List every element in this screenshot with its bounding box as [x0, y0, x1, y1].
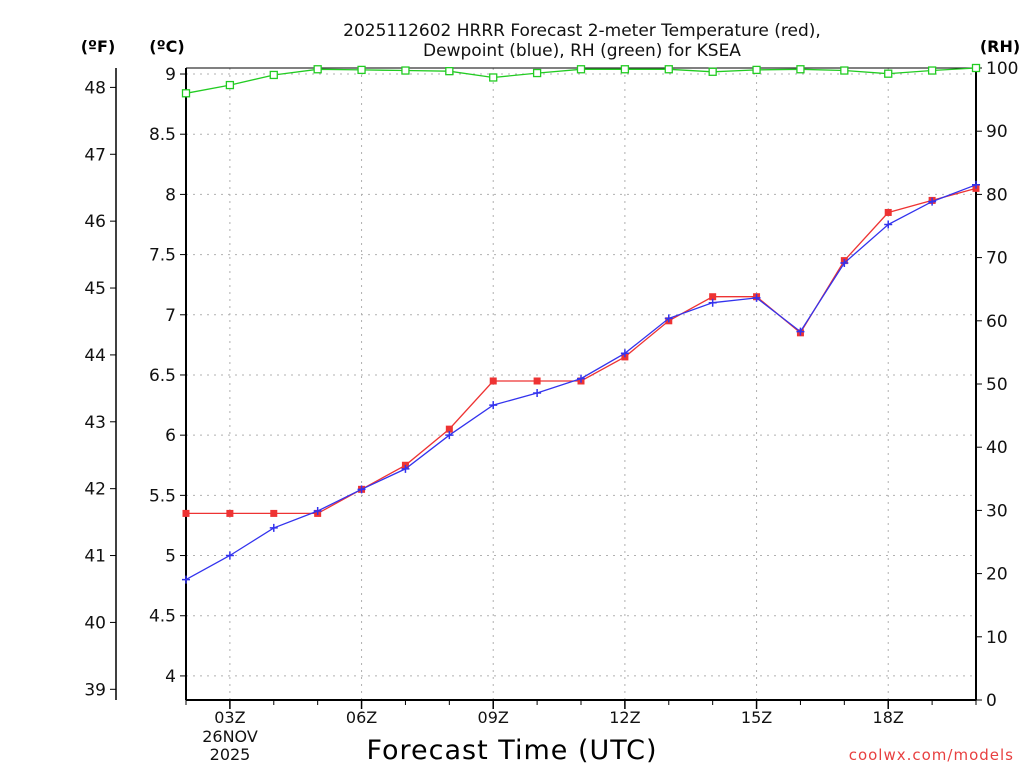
rh-point-2: [269, 70, 278, 80]
temperature-point-0: [182, 509, 190, 517]
fahrenheit-tick-label-8: 47: [84, 145, 106, 165]
grid-lines: [186, 68, 976, 700]
rh-point-12: [708, 67, 717, 76]
dewpoint-point-5: [401, 464, 410, 473]
temperature-point-8: [533, 377, 541, 385]
rh-point-5: [401, 66, 410, 75]
celsius-tick-label-9: 8.5: [149, 125, 176, 145]
dewpoint-point-7: [489, 401, 498, 410]
rh-point-10: [620, 65, 630, 74]
rh-point-16: [884, 69, 893, 78]
rh-point-4: [357, 65, 366, 75]
date-label-year: 2025: [210, 745, 251, 764]
rh-point-9: [576, 65, 586, 74]
unit-label-fahrenheit: (ºF): [81, 37, 116, 56]
rh-tick-label-9: 90: [986, 122, 1008, 142]
fahrenheit-tick-label-0: 39: [84, 680, 106, 700]
temperature-point-12: [709, 293, 717, 301]
temperature-point-6: [445, 425, 453, 433]
rh-tick-label-10: 100: [986, 59, 1018, 79]
fahrenheit-tick-label-3: 42: [84, 480, 106, 500]
temperature-point-1: [226, 509, 234, 517]
fahrenheit-tick-label-2: 41: [84, 547, 106, 567]
fahrenheit-tick-label-7: 46: [84, 212, 106, 232]
fahrenheit-tick-label-4: 43: [84, 413, 106, 433]
rh-point-13: [752, 65, 761, 75]
rh-tick-label-5: 50: [986, 375, 1008, 395]
x-tick-label-3: 12Z: [609, 708, 640, 727]
rh-point-6: [445, 67, 454, 76]
rh-tick-label-4: 40: [986, 438, 1008, 458]
date-label-day: 26NOV: [202, 727, 258, 746]
dewpoint-point-6: [445, 431, 454, 440]
fahrenheit-tick-label-9: 48: [84, 78, 106, 98]
temperature-point-16: [884, 208, 892, 216]
dewpoint-point-0: [182, 575, 190, 584]
rh-point-3: [313, 65, 322, 74]
dewpoint-point-13: [752, 293, 761, 302]
rh-tick-label-8: 80: [986, 185, 1008, 205]
temperature-point-2: [270, 509, 278, 517]
celsius-tick-label-5: 6.5: [149, 366, 176, 386]
temperature-point-7: [489, 377, 497, 385]
dewpoint-point-8: [533, 389, 542, 398]
rh-tick-label-1: 10: [986, 628, 1008, 648]
fahrenheit-tick-label-5: 44: [84, 346, 106, 366]
rh-point-14: [796, 65, 805, 74]
celsius-tick-label-7: 7.5: [149, 246, 176, 266]
fahrenheit-tick-label-6: 45: [84, 279, 106, 299]
rh-point-18: [971, 63, 981, 73]
x-tick-label-4: 15Z: [741, 708, 772, 727]
celsius-tick-label-3: 5.5: [149, 486, 176, 506]
rh-point-15: [840, 66, 849, 75]
chart-title-line2: Dewpoint (blue), RH (green) for KSEA: [423, 41, 741, 61]
temperature-line: [186, 187, 977, 515]
rh-tick-label-0: 0: [986, 691, 997, 711]
x-axis-label: Forecast Time (UTC): [366, 735, 657, 766]
dewpoint-point-18: [972, 180, 980, 189]
rh-point-11: [664, 65, 673, 74]
dewpoint-point-11: [664, 314, 673, 323]
celsius-tick-label-10: 9: [165, 65, 176, 85]
x-tick-label-2: 09Z: [478, 708, 509, 727]
series-layer: [181, 63, 981, 584]
x-tick-label-0: 03Z: [214, 708, 245, 727]
rh-point-17: [927, 66, 937, 75]
x-tick-label-1: 06Z: [346, 708, 377, 727]
x-tick-label-5: 18Z: [873, 708, 904, 727]
celsius-tick-label-4: 6: [165, 426, 176, 446]
celsius-tick-label-6: 7: [165, 306, 176, 326]
dewpoint-point-4: [357, 485, 366, 494]
unit-label-rh: (RH): [980, 37, 1020, 56]
dewpoint-point-9: [577, 374, 585, 383]
rh-point-0: [181, 89, 191, 98]
unit-label-celsius: (ºC): [149, 37, 184, 56]
rh-tick-label-3: 30: [986, 501, 1008, 521]
celsius-tick-label-8: 8: [165, 185, 176, 205]
dewpoint-point-10: [620, 349, 629, 358]
dewpoint-point-1: [225, 551, 234, 560]
dewpoint-point-12: [708, 298, 717, 307]
celsius-tick-label-0: 4: [165, 667, 176, 687]
chart-title-line1: 2025112602 HRRR Forecast 2-meter Tempera…: [343, 21, 821, 41]
rh-tick-label-6: 60: [986, 312, 1008, 332]
rh-point-8: [532, 68, 542, 78]
dewpoint-point-2: [269, 523, 278, 532]
dewpoint-point-17: [928, 197, 937, 206]
celsius-tick-label-2: 5: [165, 547, 176, 567]
celsius-tick-label-1: 4.5: [149, 607, 176, 627]
axes: 39 40 41 42 43 44 45 46 47 48 4 4.5 5 5.5 6 6.5 7 7.5 8 8.5…: [84, 59, 1018, 727]
dewpoint-point-16: [884, 220, 893, 229]
rh-point-1: [225, 80, 235, 90]
dewpoint-point-14: [796, 327, 805, 336]
rh-tick-label-7: 70: [986, 249, 1008, 269]
rh-tick-label-2: 20: [986, 565, 1008, 585]
fahrenheit-tick-label-1: 40: [84, 613, 106, 633]
rh-point-7: [489, 73, 498, 82]
dewpoint-point-3: [313, 507, 322, 516]
dewpoint-point-15: [840, 259, 849, 268]
credit-text: coolwx.com/models: [849, 746, 1014, 764]
